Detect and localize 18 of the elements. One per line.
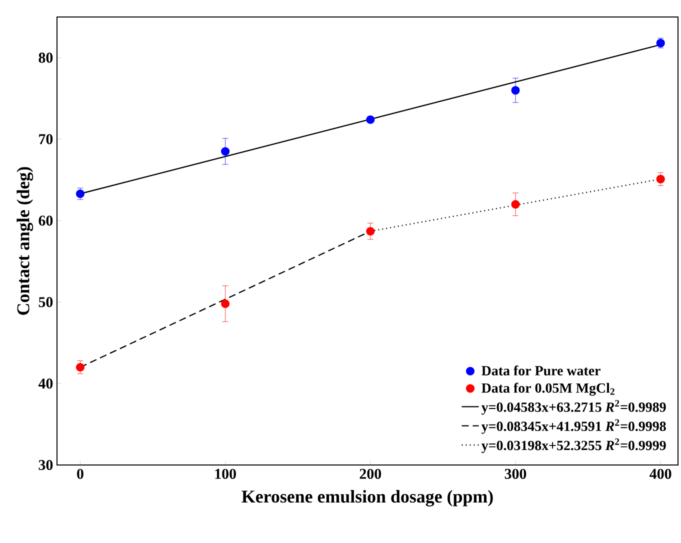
y-tick-label: 60 <box>38 216 53 226</box>
legend-label: Data for Pure water <box>482 365 600 376</box>
y-tick-label: 80 <box>38 52 53 63</box>
x-tick-label: 300 <box>504 468 526 479</box>
x-tick-label: 200 <box>360 468 382 479</box>
y-axis-title: Contact angle (deg) <box>16 167 34 315</box>
x-tick-label: 100 <box>215 468 236 479</box>
legend-label: Data for 0.05M MgCl$_{2}$ <box>482 382 614 396</box>
x-axis-title: Kerosene emulsion dosage (ppm) <box>242 490 493 506</box>
legend-label: y=0.04583x+63.2715 R$^{2}$=0.9989 <box>481 400 666 415</box>
legend-label: y=0.08345x+41.9591 R$^{2}$=0.9998 <box>481 419 666 434</box>
x-tick-label: 400 <box>650 468 672 479</box>
y-tick-label: 50 <box>38 297 53 308</box>
legend-label: y=0.03198x+52.3255 R$^{2}$=0.9999 <box>481 438 666 454</box>
y-tick-label: 70 <box>39 134 53 144</box>
y-tick-label: 30 <box>38 460 53 470</box>
x-tick-label: 0 <box>77 468 84 479</box>
y-tick-label: 40 <box>38 378 53 389</box>
